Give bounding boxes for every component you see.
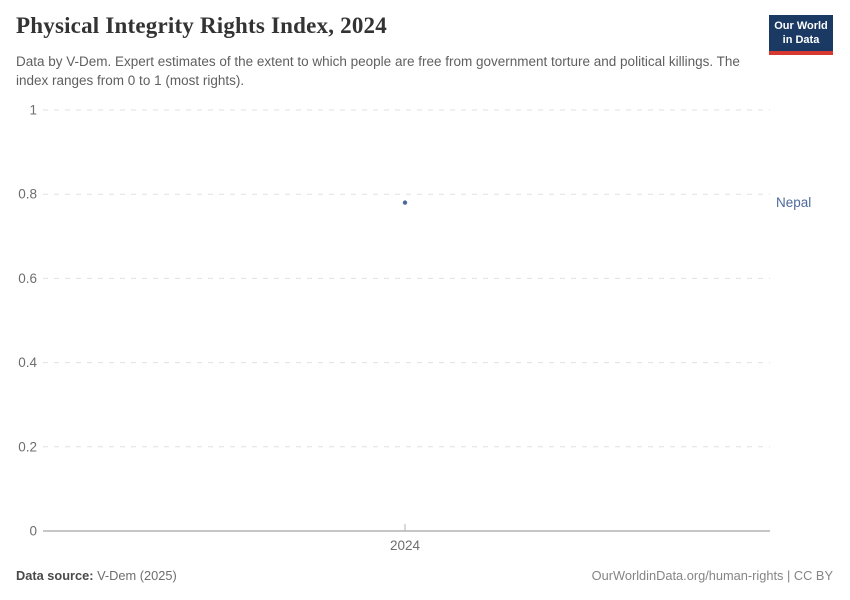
x-tick-label: 2024 (390, 538, 421, 553)
attribution-link[interactable]: OurWorldinData.org/human-rights | CC BY (591, 568, 833, 583)
series-label-nepal[interactable]: Nepal (776, 194, 812, 210)
y-tick-label: 0.4 (18, 355, 37, 370)
data-source-label: Data source: (16, 568, 94, 583)
y-tick-label: 0 (29, 524, 37, 539)
y-tick-label: 1 (29, 103, 37, 118)
owid-logo[interactable]: Our World in Data (769, 15, 833, 55)
chart-subtitle: Data by V-Dem. Expert estimates of the e… (16, 54, 740, 88)
y-tick-label: 0.8 (18, 187, 37, 202)
y-tick-label: 0.2 (18, 439, 37, 454)
data-source-value: V-Dem (2025) (93, 568, 177, 583)
data-source: Data source: V-Dem (2025) (16, 568, 177, 583)
chart-title: Physical Integrity Rights Index, 2024 (16, 13, 387, 38)
data-point-nepal[interactable] (402, 200, 408, 205)
y-tick-label: 0.6 (18, 271, 37, 286)
owid-logo-line1: Our World (774, 20, 828, 32)
owid-logo-line2: in Data (782, 33, 820, 46)
